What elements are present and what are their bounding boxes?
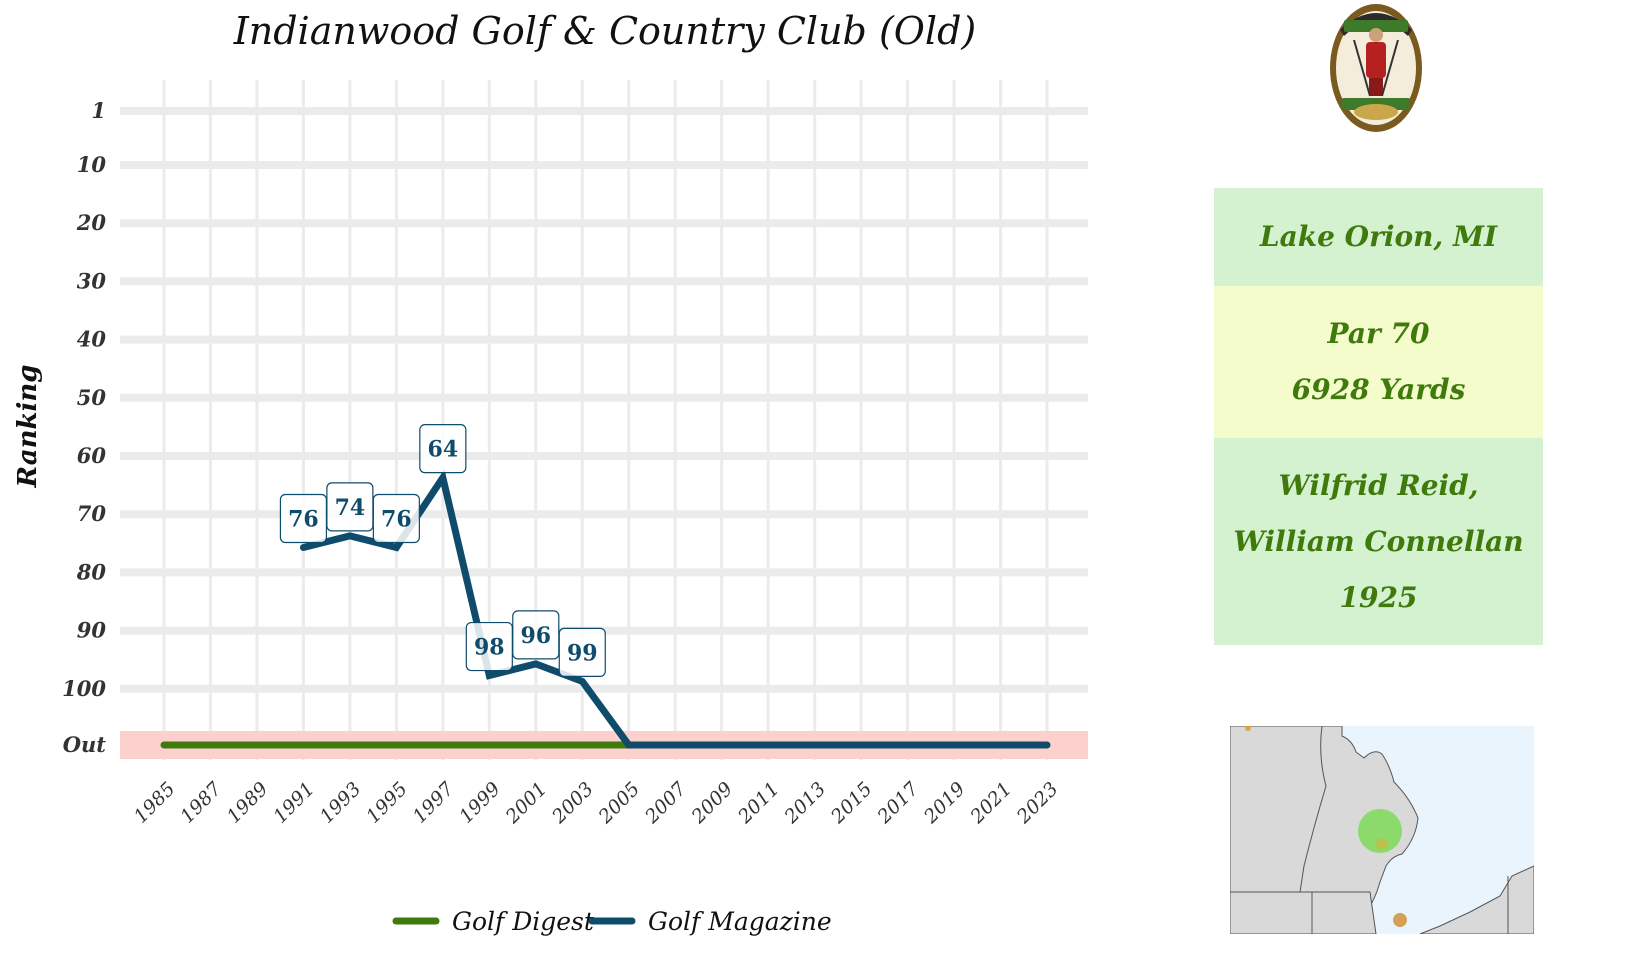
legend-item: Golf Digest bbox=[392, 907, 595, 936]
data-label: 99 bbox=[558, 627, 606, 677]
data-label: 76 bbox=[279, 493, 328, 544]
x-tick-label: 1999 bbox=[455, 778, 505, 828]
series-lines bbox=[160, 468, 1051, 749]
data-label-text: 64 bbox=[428, 437, 459, 463]
x-tick-label: 1987 bbox=[176, 777, 226, 827]
par-text: Par 70 bbox=[1327, 317, 1430, 350]
x-tick-label: 1989 bbox=[223, 778, 273, 828]
yards-text: 6928 Yards bbox=[1291, 373, 1466, 406]
y-tick-label: 40 bbox=[77, 327, 107, 352]
x-tick-label: 2007 bbox=[640, 777, 691, 828]
x-tick-label: 1997 bbox=[409, 777, 459, 827]
x-tick-label: 2005 bbox=[594, 778, 644, 828]
chart-title: Indianwood Golf & Country Club (Old) bbox=[233, 9, 976, 53]
x-tick-label: 2003 bbox=[547, 778, 597, 828]
x-ticks: 1985198719891991199319951997199920012003… bbox=[130, 777, 1063, 828]
y-tick-label: Out bbox=[63, 732, 107, 757]
x-tick-label: 2021 bbox=[966, 778, 1016, 828]
data-label-text: 76 bbox=[288, 507, 319, 533]
series-line-golf-magazine bbox=[299, 468, 1051, 749]
x-tick-label: 2017 bbox=[873, 777, 924, 828]
data-label: 98 bbox=[465, 621, 513, 672]
x-tick-label: 1991 bbox=[269, 778, 319, 828]
x-tick-label: 2015 bbox=[826, 778, 876, 828]
year-text: 1925 bbox=[1339, 580, 1418, 614]
y-tick-label: 60 bbox=[77, 443, 107, 468]
legend-item: Golf Magazine bbox=[588, 907, 832, 936]
course-info-panel: Lake Orion, MI Par 70 6928 Yards Wilfrid… bbox=[1214, 188, 1543, 645]
data-label: 74 bbox=[326, 482, 374, 532]
x-tick-label: 1985 bbox=[130, 778, 180, 828]
location-box: Lake Orion, MI bbox=[1214, 188, 1543, 286]
grid bbox=[120, 80, 1088, 760]
y-tick-label: 80 bbox=[76, 559, 107, 584]
data-label-text: 96 bbox=[520, 623, 551, 649]
other-course-marker bbox=[1393, 913, 1407, 927]
y-tick-label: 100 bbox=[62, 676, 106, 701]
y-tick-label: 1 bbox=[91, 98, 106, 123]
y-tick-label: 70 bbox=[77, 501, 107, 526]
x-tick-label: 2001 bbox=[501, 778, 551, 828]
data-label-text: 76 bbox=[381, 507, 412, 533]
data-label-text: 99 bbox=[567, 640, 598, 666]
legend: Golf Digest Golf Magazine bbox=[392, 907, 832, 936]
legend-label: Golf Digest bbox=[452, 907, 595, 936]
club-crest-logo bbox=[1330, 4, 1422, 132]
x-tick-label: 2009 bbox=[687, 778, 737, 828]
architect-line-2: William Connellan bbox=[1233, 524, 1524, 558]
course-location-marker bbox=[1358, 809, 1402, 853]
x-tick-label: 2019 bbox=[919, 778, 969, 828]
y-axis-label: Ranking bbox=[13, 365, 43, 489]
data-label: 64 bbox=[419, 424, 467, 474]
data-label-text: 98 bbox=[474, 635, 505, 661]
legend-label: Golf Magazine bbox=[648, 907, 832, 936]
y-ticks: 1 10 20 30 40 50 60 70 80 90 100 Out bbox=[62, 98, 106, 757]
y-tick-label: 50 bbox=[77, 385, 107, 410]
x-tick-label: 1995 bbox=[362, 778, 412, 828]
x-tick-label: 2013 bbox=[780, 778, 830, 828]
x-tick-label: 1993 bbox=[316, 778, 366, 828]
data-label-text: 74 bbox=[335, 495, 366, 521]
x-tick-label: 2023 bbox=[1012, 778, 1062, 828]
y-tick-label: 90 bbox=[77, 618, 107, 643]
data-label: 96 bbox=[512, 610, 560, 660]
location-text: Lake Orion, MI bbox=[1259, 220, 1498, 253]
y-tick-label: 20 bbox=[76, 210, 107, 235]
michigan-location-map bbox=[1230, 726, 1534, 934]
y-tick-label: 10 bbox=[77, 152, 107, 177]
par-yards-box: Par 70 6928 Yards bbox=[1214, 286, 1543, 438]
y-tick-label: 30 bbox=[77, 268, 107, 293]
architect-box: Wilfrid Reid, William Connellan 1925 bbox=[1214, 438, 1543, 645]
data-labels: 76 74 76 64 98 96 99 bbox=[279, 424, 606, 677]
architect-line-1: Wilfrid Reid, bbox=[1278, 468, 1479, 502]
x-tick-label: 2011 bbox=[733, 778, 783, 828]
data-label: 76 bbox=[372, 493, 420, 544]
